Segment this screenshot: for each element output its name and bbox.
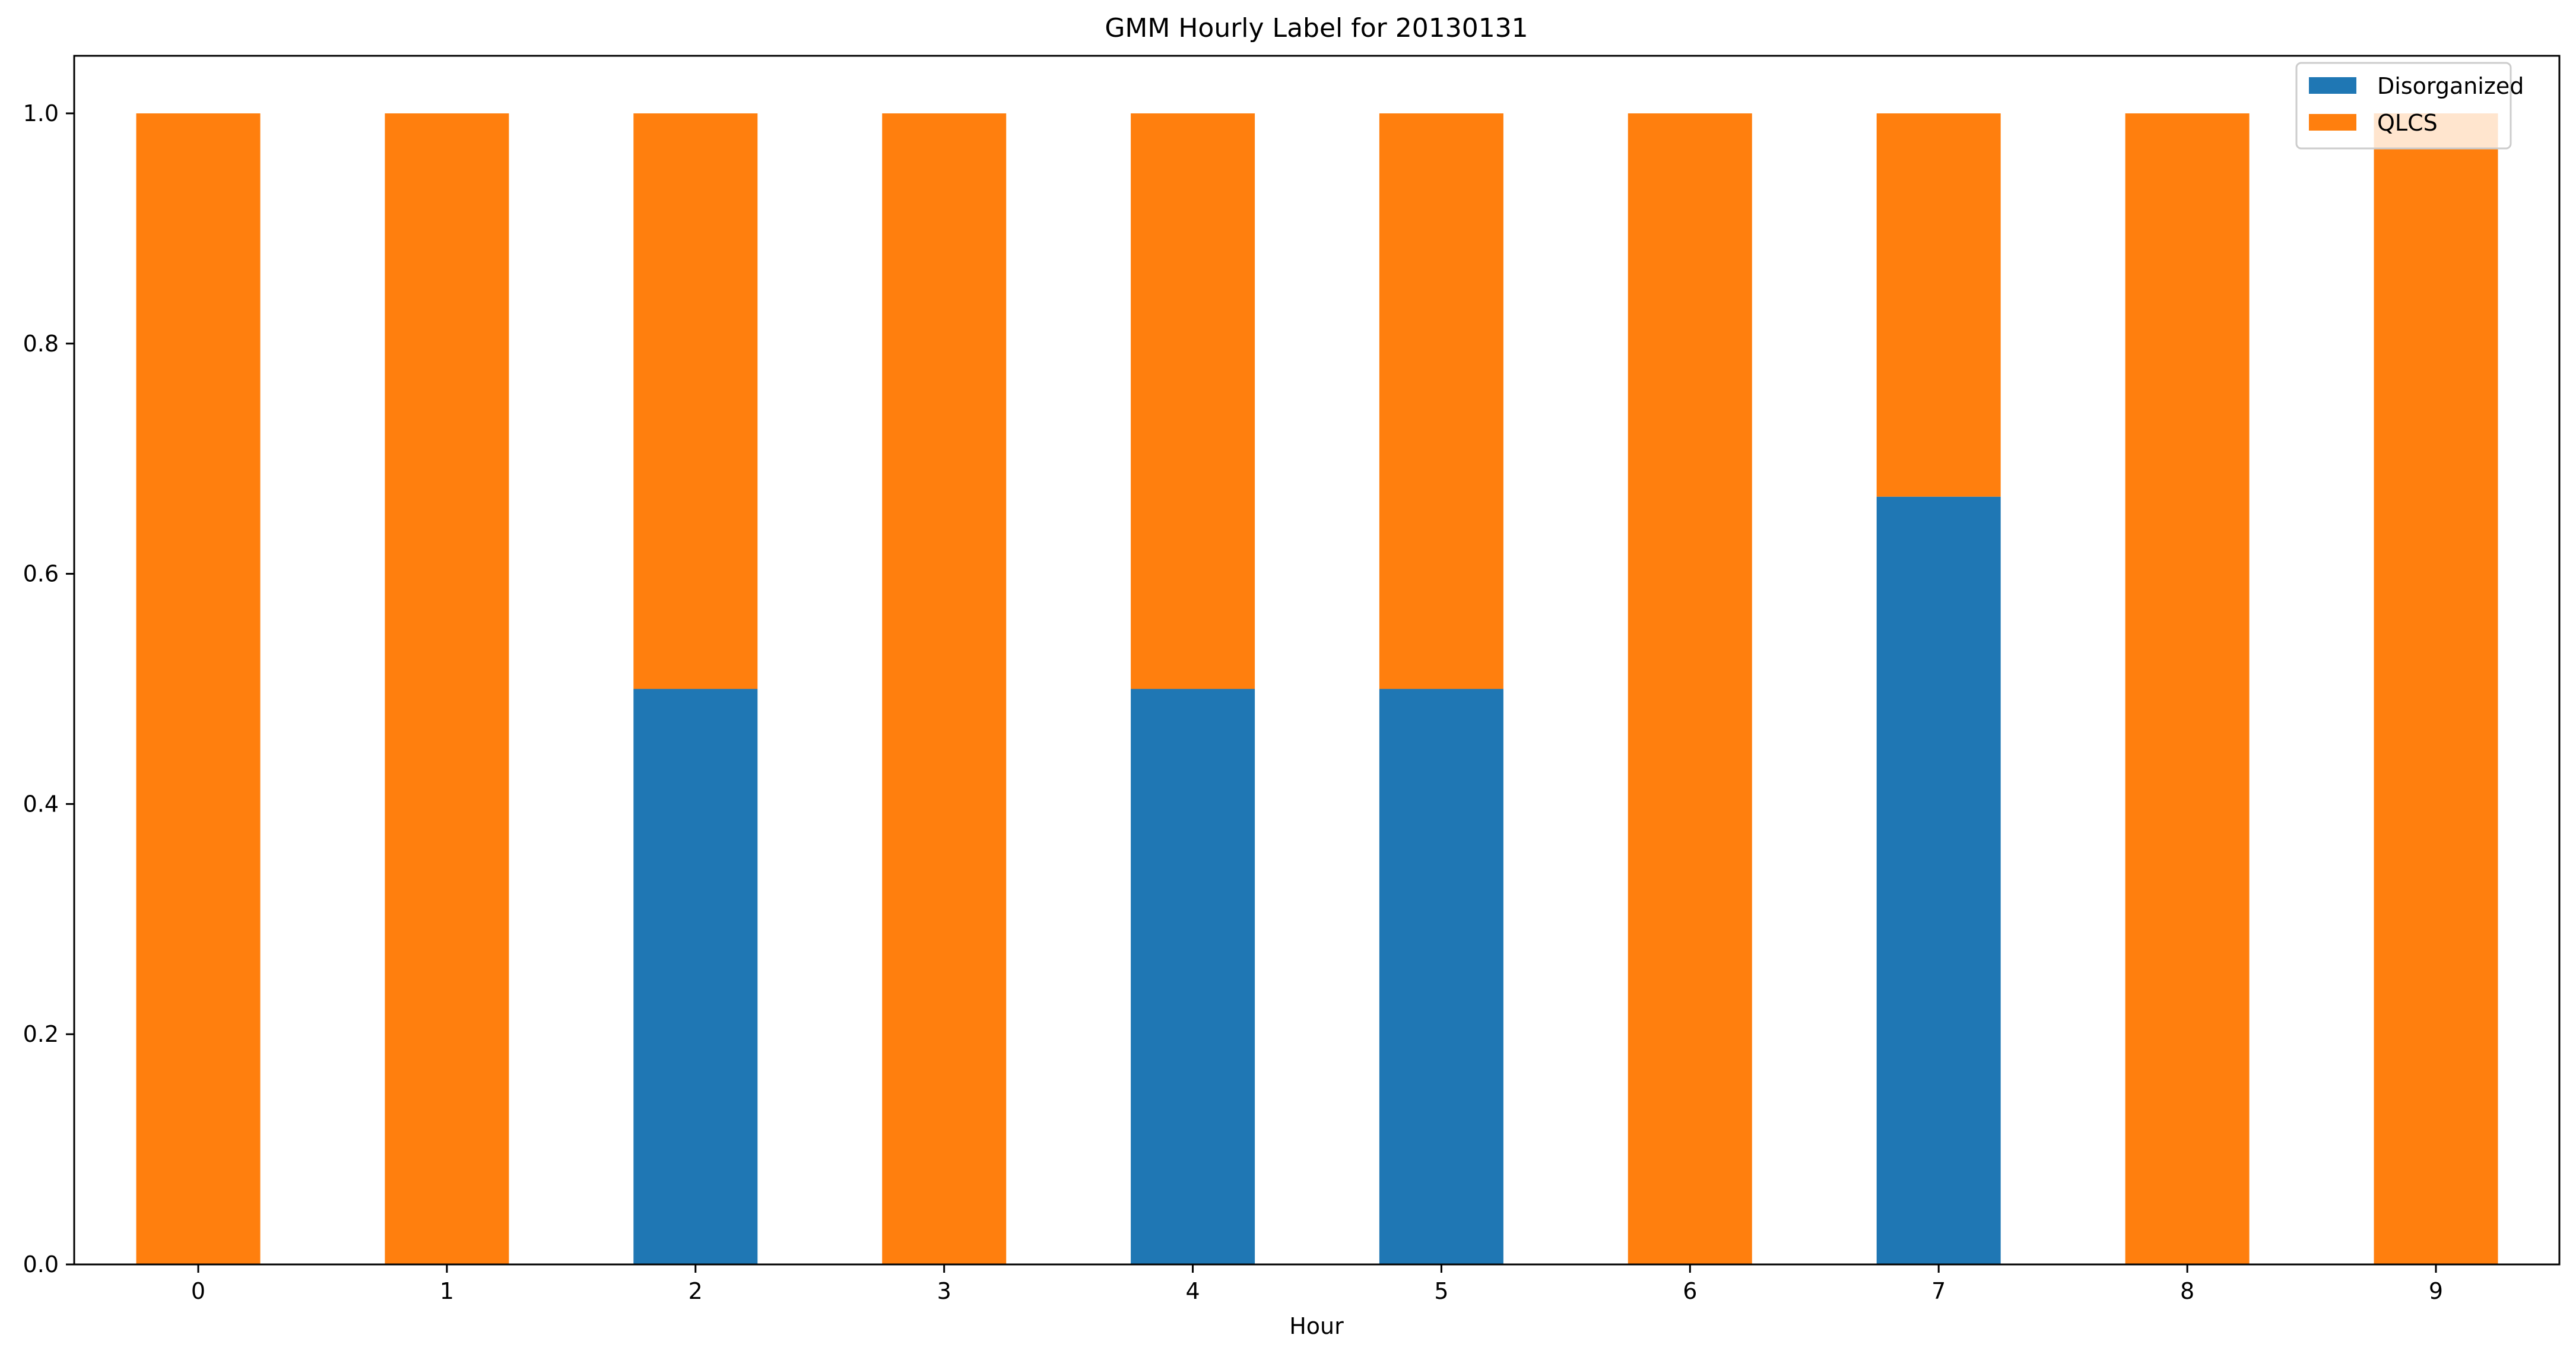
x-tick-label: 2 <box>689 1278 703 1304</box>
bar-qlcs-hour-6 <box>1628 113 1752 1264</box>
bar-qlcs-hour-0 <box>136 113 261 1264</box>
x-tick-label: 8 <box>2180 1278 2194 1304</box>
x-tick-label: 5 <box>1434 1278 1448 1304</box>
bar-disorganized-hour-2 <box>633 689 758 1264</box>
y-tick-label: 1.0 <box>23 100 59 126</box>
x-tick-label: 0 <box>191 1278 205 1304</box>
axes-layer: 0.0 0.2 0.4 0.6 0.8 1.0 0 1 2 3 4 5 6 7 8 9 <box>23 55 2561 1304</box>
bar-qlcs-hour-1 <box>385 113 509 1264</box>
y-tick-label: 0.6 <box>23 561 59 587</box>
y-tick-label: 0.4 <box>23 791 59 817</box>
legend-label-qlcs: QLCS <box>2377 110 2438 136</box>
bar-qlcs-hour-3 <box>882 113 1007 1264</box>
bar-qlcs-hour-7 <box>1876 113 2001 497</box>
bar-qlcs-hour-5 <box>1379 113 1503 689</box>
x-tick-label: 3 <box>937 1278 951 1304</box>
legend-label-disorganized: Disorganized <box>2377 73 2524 99</box>
chart-title: GMM Hourly Label for 20130131 <box>1105 13 1528 43</box>
bar-disorganized-hour-4 <box>1131 689 1255 1264</box>
x-axis-label: Hour <box>1289 1313 1344 1339</box>
bar-qlcs-hour-4 <box>1131 113 1255 689</box>
bars-layer <box>136 113 2498 1265</box>
bar-qlcs-hour-8 <box>2125 113 2250 1264</box>
bar-disorganized-hour-7 <box>1876 496 2001 1265</box>
x-tick-label: 1 <box>440 1278 454 1304</box>
legend: Disorganized QLCS <box>2295 62 2524 150</box>
legend-swatch-qlcs <box>2309 114 2356 131</box>
bar-qlcs-hour-2 <box>633 113 758 689</box>
legend-swatch-disorganized <box>2309 77 2356 94</box>
axes-frame <box>73 55 2561 1266</box>
bar-qlcs-hour-9 <box>2374 113 2498 1264</box>
y-tick-label: 0.2 <box>23 1021 59 1047</box>
x-tick-label: 6 <box>1683 1278 1697 1304</box>
x-tick-label: 7 <box>1931 1278 1946 1304</box>
y-tick-label: 0.0 <box>23 1251 59 1277</box>
x-tick-label: 4 <box>1185 1278 1200 1304</box>
x-tick-label: 9 <box>2429 1278 2443 1304</box>
y-tick-label: 0.8 <box>23 331 59 357</box>
bar-disorganized-hour-5 <box>1379 689 1503 1264</box>
